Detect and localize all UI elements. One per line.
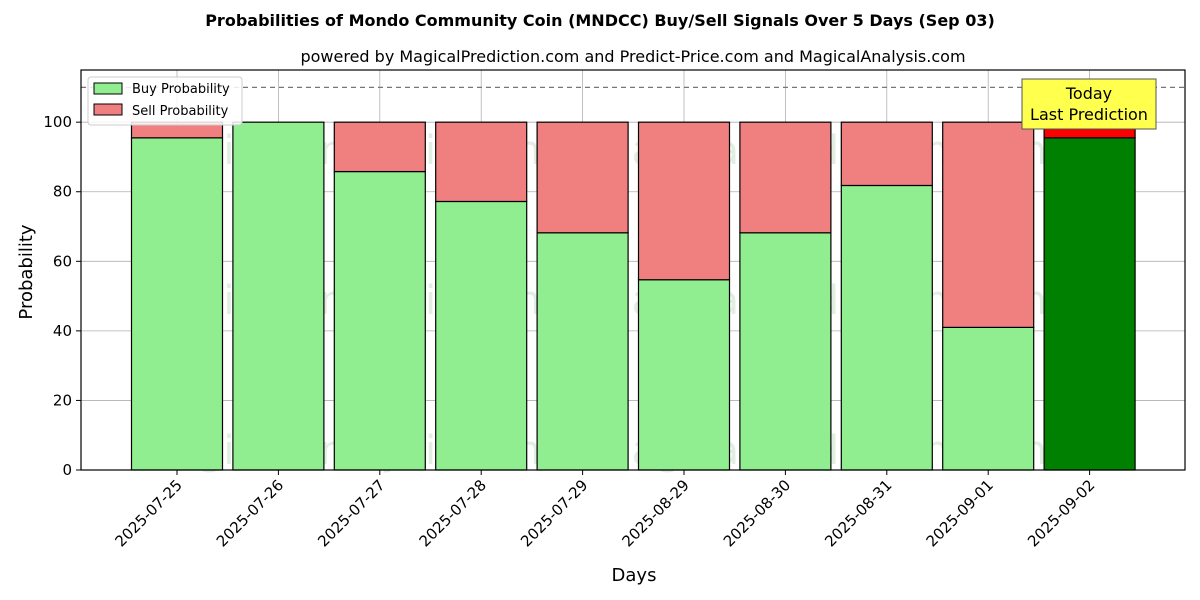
y-axis-title: Probability	[16, 224, 37, 319]
chart-subtitle: powered by MagicalPrediction.com and Pre…	[300, 47, 965, 66]
y-tick-label: 80	[53, 183, 72, 201]
bar-buy	[1043, 137, 1136, 471]
bar-sell	[333, 121, 426, 173]
x-tick-label: 2025-07-27	[314, 476, 388, 550]
bar-sell	[435, 121, 528, 203]
bar-sell	[536, 121, 629, 234]
bar-sell	[942, 121, 1035, 328]
x-tick-label: 2025-07-26	[213, 476, 287, 550]
bar-buy	[232, 121, 325, 471]
x-tick-label: 2025-07-29	[517, 476, 591, 550]
y-tick-label: 100	[43, 113, 72, 131]
chart-title: Probabilities of Mondo Community Coin (M…	[205, 11, 995, 30]
bar-sell	[637, 121, 731, 281]
y-tick-label: 40	[53, 322, 72, 340]
bar-buy	[739, 232, 832, 471]
x-tick-label: 2025-09-01	[923, 476, 997, 550]
x-tick-label: 2025-07-28	[416, 476, 490, 550]
bar-buy	[637, 279, 731, 471]
bar-buy	[333, 170, 426, 471]
annotation-box	[1021, 78, 1157, 130]
bars	[81, 86, 1185, 471]
x-tick-label: 2025-09-02	[1024, 476, 1098, 550]
x-tick-label: 2025-07-25	[111, 476, 185, 550]
bar-buy	[536, 232, 629, 471]
bar-buy	[942, 326, 1035, 471]
x-tick-label: 2025-08-31	[821, 476, 895, 550]
annotation-line2: Last Prediction	[1030, 105, 1148, 124]
x-axis-title: Days	[612, 565, 657, 586]
legend-box	[87, 76, 243, 126]
legend-swatch-sell	[93, 103, 123, 116]
bar-buy	[435, 200, 528, 471]
legend: Buy Probability Sell Probability	[87, 76, 243, 126]
today-annotation: Today Last Prediction	[1021, 78, 1157, 130]
bar-sell	[840, 121, 933, 187]
legend-label-sell: Sell Probability	[132, 104, 229, 119]
bar-buy	[840, 184, 933, 471]
annotation-line1: Today	[1065, 84, 1112, 103]
legend-swatch-buy	[93, 82, 123, 95]
legend-label-buy: Buy Probability	[132, 82, 230, 97]
plot-frame	[80, 69, 1186, 471]
x-tick-label: 2025-08-30	[720, 476, 794, 550]
bar-buy	[130, 137, 224, 471]
bar-sell	[739, 121, 832, 234]
y-tick-label: 60	[53, 252, 72, 270]
y-tick-label: 0	[62, 461, 72, 479]
y-tick-label: 20	[53, 391, 72, 409]
x-tick-label: 2025-08-29	[618, 476, 692, 550]
